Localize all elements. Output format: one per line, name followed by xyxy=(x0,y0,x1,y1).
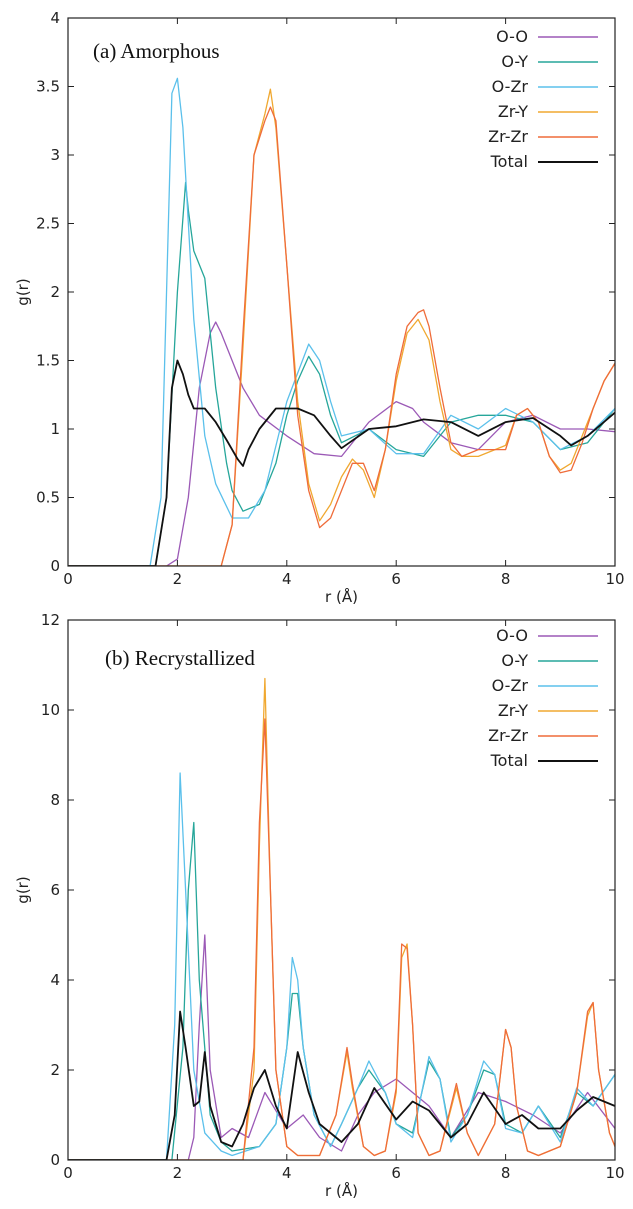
legend-label: Zr-Y xyxy=(498,701,528,720)
x-tick-label: 2 xyxy=(173,1164,183,1182)
y-tick-label: 0 xyxy=(50,1151,60,1169)
series-line-o-zr xyxy=(68,77,615,566)
series-line-zr-y xyxy=(68,677,615,1160)
y-tick-label: 2 xyxy=(50,1061,60,1079)
y-tick-label: 12 xyxy=(41,611,60,629)
series-line-zr-y xyxy=(68,88,615,566)
x-tick-label: 10 xyxy=(605,570,624,588)
legend-label: O-O xyxy=(496,626,528,645)
legend-label: O-Y xyxy=(501,651,528,670)
x-tick-label: 10 xyxy=(605,1164,624,1182)
legend-label: O-O xyxy=(496,27,528,46)
y-axis-label: g(r) xyxy=(14,278,32,305)
series-line-o-y xyxy=(68,821,615,1160)
plot-frame xyxy=(67,17,616,567)
y-tick-label: 0 xyxy=(50,557,60,575)
legend-label: O-Zr xyxy=(492,77,529,96)
y-tick-label: 3.5 xyxy=(36,78,60,96)
legend-label: O-Y xyxy=(501,52,528,71)
x-tick-label: 4 xyxy=(282,1164,292,1182)
panel-title: (a) Amorphous xyxy=(93,39,220,63)
legend-label: Total xyxy=(490,152,528,171)
y-tick-label: 1 xyxy=(50,420,60,438)
legend-label: Total xyxy=(490,751,528,770)
y-tick-label: 4 xyxy=(50,971,60,989)
x-axis-label: r (Å) xyxy=(325,587,358,606)
series-line-o-zr xyxy=(68,772,615,1160)
y-tick-label: 1.5 xyxy=(36,352,60,370)
series-group xyxy=(68,677,615,1160)
legend: O-O O-Y O-Zr Zr-Y Zr-Zr Total xyxy=(488,626,598,770)
x-tick-label: 8 xyxy=(501,570,511,588)
y-tick-label: 2 xyxy=(50,283,60,301)
y-tick-label: 2.5 xyxy=(36,215,60,233)
series-line-o-y xyxy=(68,181,615,566)
y-tick-label: 6 xyxy=(50,881,60,899)
legend-label: Zr-Y xyxy=(498,102,528,121)
legend-label: Zr-Zr xyxy=(488,127,528,146)
x-tick-label: 6 xyxy=(391,1164,401,1182)
y-tick-label: 10 xyxy=(41,701,60,719)
series-line-zr-zr xyxy=(68,106,615,566)
series-group xyxy=(68,77,615,566)
series-line-o-o xyxy=(68,321,615,566)
legend-label: Zr-Zr xyxy=(488,726,528,745)
x-tick-label: 4 xyxy=(282,570,292,588)
y-tick-label: 8 xyxy=(50,791,60,809)
panel-title: (b) Recrystallized xyxy=(105,646,255,670)
legend-label: O-Zr xyxy=(492,676,529,695)
legend: O-O O-Y O-Zr Zr-Y Zr-Zr Total xyxy=(488,27,598,171)
x-axis-label: r (Å) xyxy=(325,1181,358,1200)
series-line-total xyxy=(68,359,615,566)
chart-panel-1: 0 2 4 6 8 10 0 0.5 1 1.5 2 2.5 3 3.5 4 r (Å) g(r) (a) Amo… xyxy=(14,9,625,606)
series-line-o-o xyxy=(68,934,615,1160)
chart-panel-2: 0 2 4 6 8 10 0 2 4 6 8 10 12 r (Å) g(r) (b) Recrystalli… xyxy=(14,611,625,1200)
series-line-zr-zr xyxy=(68,718,615,1160)
x-tick-label: 0 xyxy=(63,1164,73,1182)
y-tick-label: 4 xyxy=(50,9,60,27)
y-tick-label: 3 xyxy=(50,146,60,164)
x-tick-label: 2 xyxy=(173,570,183,588)
y-axis-label: g(r) xyxy=(14,876,32,903)
x-tick-label: 0 xyxy=(63,570,73,588)
y-tick-label: 0.5 xyxy=(36,489,60,507)
x-tick-label: 8 xyxy=(501,1164,511,1182)
x-tick-label: 6 xyxy=(391,570,401,588)
series-line-total xyxy=(68,1010,615,1160)
